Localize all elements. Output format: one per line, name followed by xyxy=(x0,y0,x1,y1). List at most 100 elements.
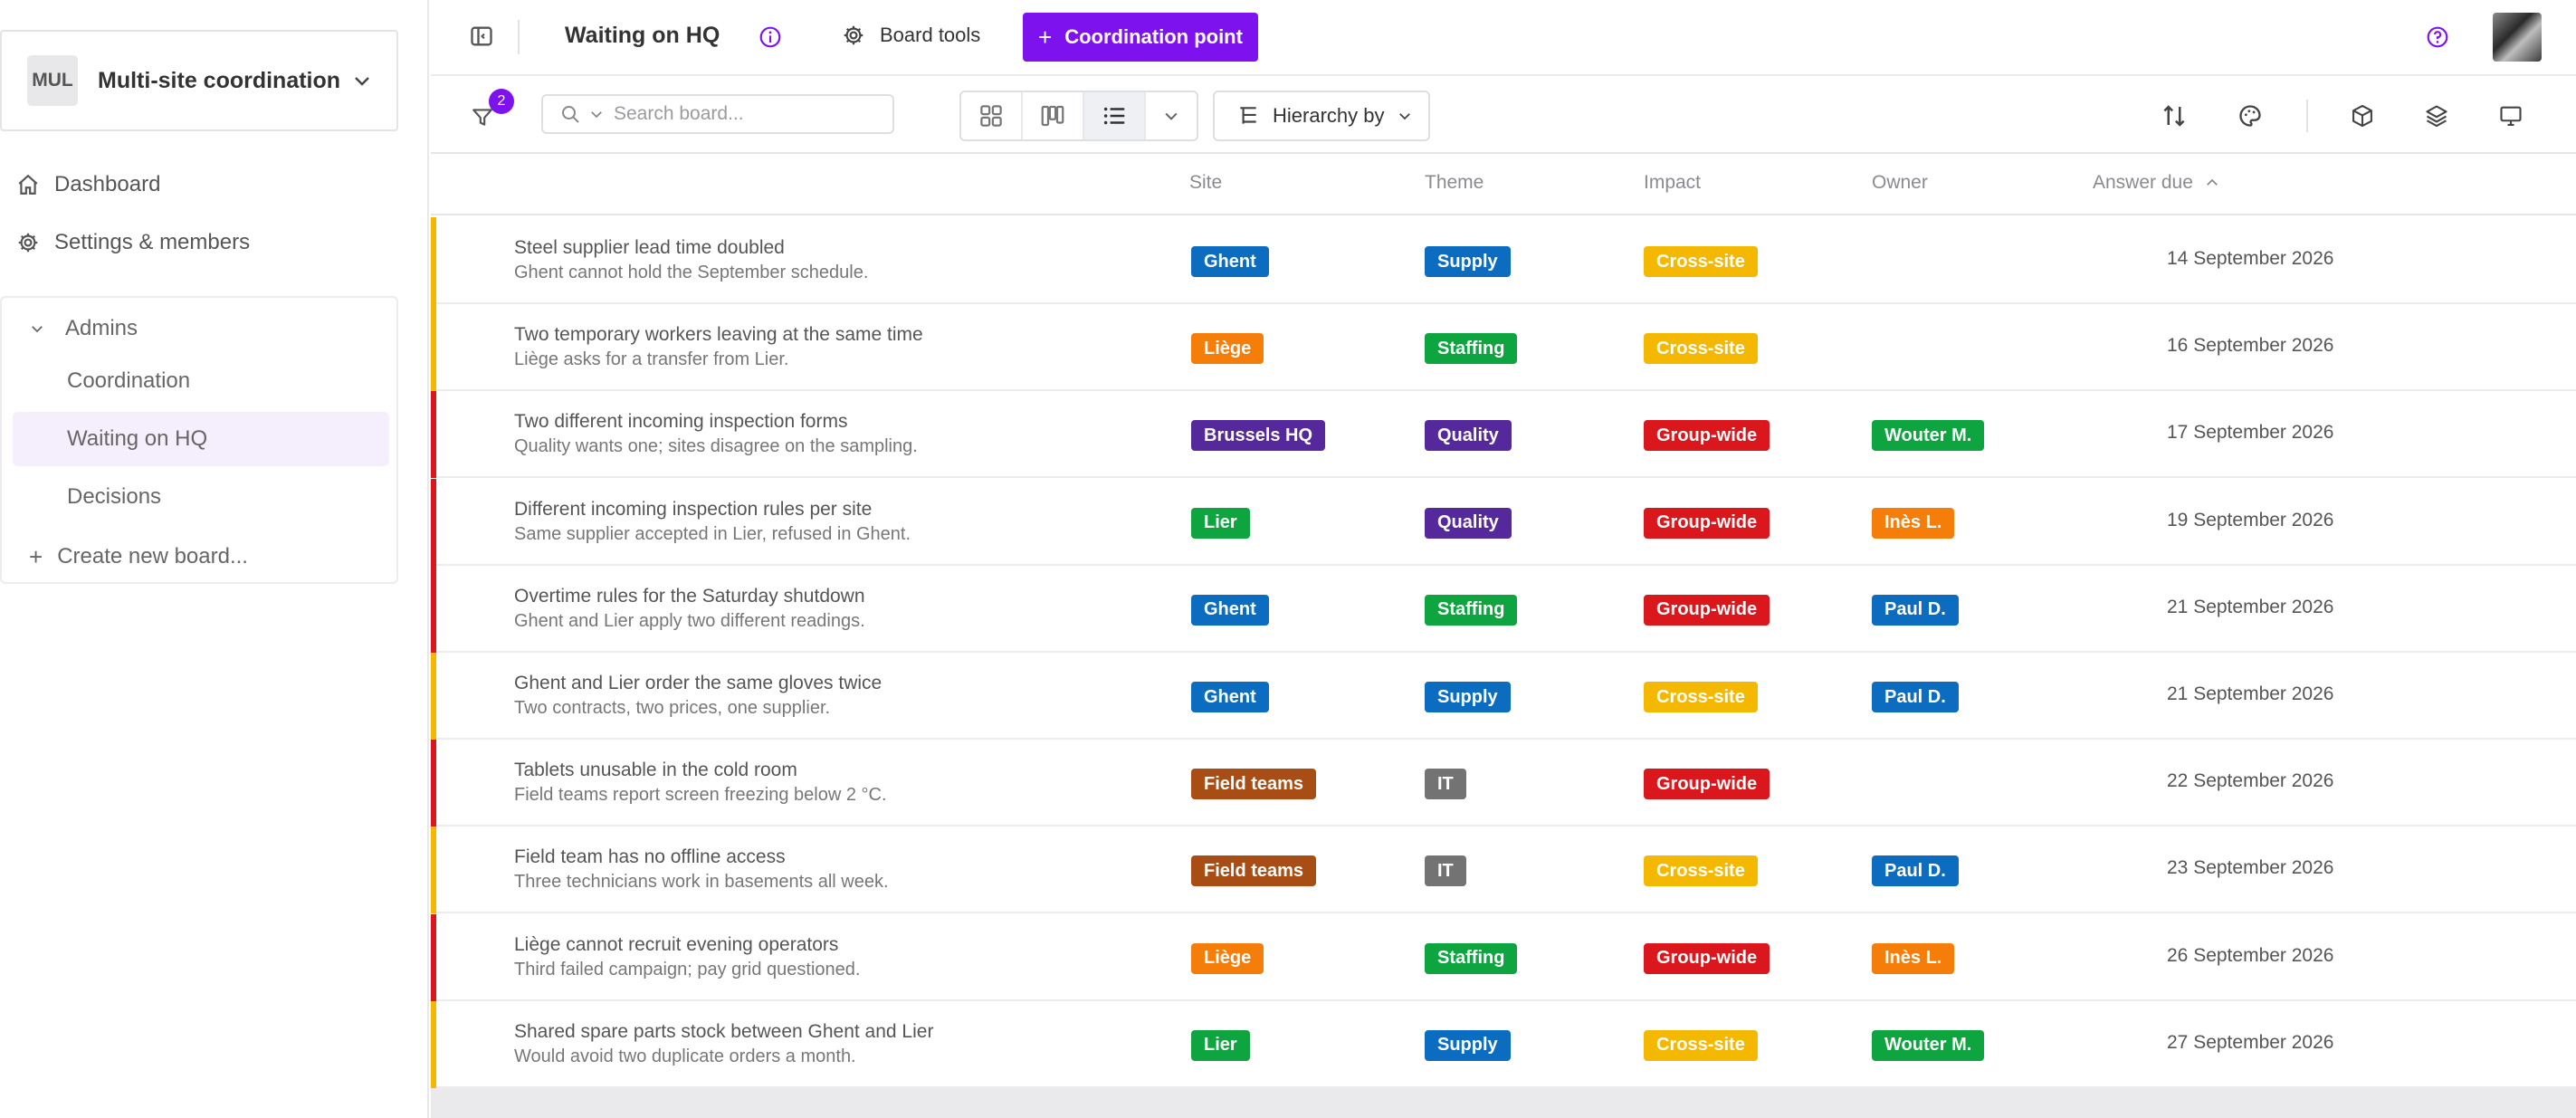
row-title[interactable]: Liège cannot recruit evening operators xyxy=(514,933,839,955)
row-title[interactable]: Two temporary workers leaving at the sam… xyxy=(514,324,923,346)
board-item-coordination[interactable]: Coordination xyxy=(13,354,389,408)
group-toggle-admins[interactable]: Admins xyxy=(29,311,138,347)
owner-tag[interactable]: Wouter M. xyxy=(1872,420,1985,452)
site-tag[interactable]: Field teams xyxy=(1191,855,1317,887)
row-subtitle: Ghent cannot hold the September schedule… xyxy=(514,263,869,282)
horizontal-scrollbar[interactable] xyxy=(431,1088,2576,1118)
create-board-button[interactable]: + Create new board... xyxy=(29,539,248,575)
kanban-view-button[interactable] xyxy=(1023,92,1084,139)
column-header-theme[interactable]: Theme xyxy=(1425,172,1484,193)
theme-tag[interactable]: IT xyxy=(1425,769,1466,800)
more-views-button[interactable] xyxy=(1146,92,1197,139)
impact-tag[interactable]: Group-wide xyxy=(1644,507,1770,539)
search-box[interactable] xyxy=(541,94,894,134)
impact-tag[interactable]: Cross-site xyxy=(1644,333,1758,365)
monitor-icon xyxy=(2500,106,2522,126)
list-view-button[interactable] xyxy=(1084,92,1146,139)
palette-button[interactable] xyxy=(2234,100,2266,132)
theme-tag[interactable]: Staffing xyxy=(1425,333,1518,365)
theme-tag[interactable]: Supply xyxy=(1425,682,1511,712)
board-item-waiting-on-hq[interactable]: Waiting on HQ xyxy=(13,412,389,466)
table-row[interactable]: Liège cannot recruit evening operators Th… xyxy=(431,913,2576,1001)
group-label: Admins xyxy=(65,316,138,340)
site-tag[interactable]: Ghent xyxy=(1191,594,1269,626)
user-avatar[interactable] xyxy=(2493,13,2542,62)
column-header-owner[interactable]: Owner xyxy=(1872,172,1928,193)
owner-tag[interactable]: Wouter M. xyxy=(1872,1029,1985,1061)
sort-button[interactable] xyxy=(2158,100,2190,132)
column-header-answer-due[interactable]: Answer due xyxy=(2093,172,2220,194)
impact-tag[interactable]: Group-wide xyxy=(1644,594,1770,626)
chevron-down-icon[interactable] xyxy=(588,106,605,122)
impact-tag[interactable]: Cross-site xyxy=(1644,682,1758,712)
site-tag[interactable]: Liège xyxy=(1191,942,1264,974)
help-button[interactable] xyxy=(2426,25,2449,49)
answer-due-date: 19 September 2026 xyxy=(2167,509,2334,530)
row-subtitle: Three technicians work in basements all … xyxy=(514,872,889,893)
site-tag[interactable]: Ghent xyxy=(1191,246,1269,277)
row-title[interactable]: Field team has no offline access xyxy=(514,846,786,868)
column-header-site[interactable]: Site xyxy=(1189,172,1223,193)
owner-tag[interactable]: Paul D. xyxy=(1872,682,1959,712)
theme-tag[interactable]: Staffing xyxy=(1425,594,1518,626)
table-row[interactable]: Field team has no offline access Three te… xyxy=(431,827,2576,914)
site-tag[interactable]: Liège xyxy=(1191,333,1264,365)
presentation-button[interactable] xyxy=(2495,100,2527,132)
row-subtitle: Third failed campaign; pay grid question… xyxy=(514,959,861,979)
table-row[interactable]: Shared spare parts stock between Ghent a… xyxy=(431,1000,2576,1088)
theme-tag[interactable]: Supply xyxy=(1425,246,1511,277)
row-subtitle: Same supplier accepted in Lier, refused … xyxy=(514,523,911,544)
theme-tag[interactable]: Staffing xyxy=(1425,942,1518,974)
owner-tag[interactable]: Inès L. xyxy=(1872,507,1955,539)
layers-button[interactable] xyxy=(2420,100,2453,132)
table-row[interactable]: Different incoming inspection rules per … xyxy=(431,478,2576,566)
impact-tag[interactable]: Group-wide xyxy=(1644,942,1770,974)
search-input[interactable] xyxy=(614,103,858,125)
theme-tag[interactable]: Quality xyxy=(1425,507,1512,539)
row-title[interactable]: Different incoming inspection rules per … xyxy=(514,498,873,520)
table-row[interactable]: Overtime rules for the Saturday shutdown… xyxy=(431,565,2576,653)
package-button[interactable] xyxy=(2346,100,2379,132)
site-tag[interactable]: Lier xyxy=(1191,1029,1250,1061)
table-row[interactable]: Steel supplier lead time doubled Ghent ca… xyxy=(431,217,2576,304)
site-tag[interactable]: Ghent xyxy=(1191,682,1269,712)
table-row[interactable]: Ghent and Lier order the same gloves twi… xyxy=(431,653,2576,740)
toggle-sidebar-button[interactable] xyxy=(469,24,494,49)
theme-tag[interactable]: Quality xyxy=(1425,420,1512,452)
impact-tag[interactable]: Group-wide xyxy=(1644,420,1770,452)
row-title[interactable]: Shared spare parts stock between Ghent a… xyxy=(514,1020,934,1042)
table-row[interactable]: Two temporary workers leaving at the sam… xyxy=(431,304,2576,392)
theme-tag[interactable]: IT xyxy=(1425,855,1466,887)
owner-tag[interactable]: Inès L. xyxy=(1872,942,1955,974)
add-coordination-point-button[interactable]: + Coordination point xyxy=(1023,13,1258,62)
box-icon xyxy=(2352,104,2372,128)
column-header-impact[interactable]: Impact xyxy=(1644,172,1702,193)
site-tag[interactable]: Brussels HQ xyxy=(1191,420,1326,452)
board-item-decisions[interactable]: Decisions xyxy=(13,470,389,524)
row-title[interactable]: Two different incoming inspection forms xyxy=(514,411,848,433)
impact-tag[interactable]: Cross-site xyxy=(1644,1029,1758,1061)
board-tools-button[interactable]: Board tools xyxy=(842,24,980,47)
workspace-switcher[interactable]: MUL Multi-site coordination xyxy=(0,30,398,131)
table-row[interactable]: Two different incoming inspection forms Q… xyxy=(431,391,2576,479)
nav-dashboard[interactable]: Dashboard xyxy=(16,167,160,203)
row-title[interactable]: Steel supplier lead time doubled xyxy=(514,237,785,258)
hierarchy-by-dropdown[interactable]: Hierarchy by xyxy=(1213,91,1430,141)
layers-icon xyxy=(2426,105,2447,128)
grid-icon xyxy=(980,105,1002,127)
owner-tag[interactable]: Paul D. xyxy=(1872,594,1959,626)
nav-settings-members[interactable]: Settings & members xyxy=(16,225,250,261)
row-title[interactable]: Overtime rules for the Saturday shutdown xyxy=(514,585,865,607)
grid-view-button[interactable] xyxy=(961,92,1023,139)
theme-tag[interactable]: Supply xyxy=(1425,1029,1511,1061)
impact-tag[interactable]: Cross-site xyxy=(1644,855,1758,887)
site-tag[interactable]: Field teams xyxy=(1191,769,1317,800)
impact-tag[interactable]: Cross-site xyxy=(1644,246,1758,277)
site-tag[interactable]: Lier xyxy=(1191,507,1250,539)
owner-tag[interactable]: Paul D. xyxy=(1872,855,1959,887)
table-row[interactable]: Tablets unusable in the cold room Field t… xyxy=(431,740,2576,827)
row-title[interactable]: Tablets unusable in the cold room xyxy=(514,760,797,781)
board-info-button[interactable] xyxy=(758,25,782,49)
impact-tag[interactable]: Group-wide xyxy=(1644,769,1770,800)
row-title[interactable]: Ghent and Lier order the same gloves twi… xyxy=(514,673,883,693)
